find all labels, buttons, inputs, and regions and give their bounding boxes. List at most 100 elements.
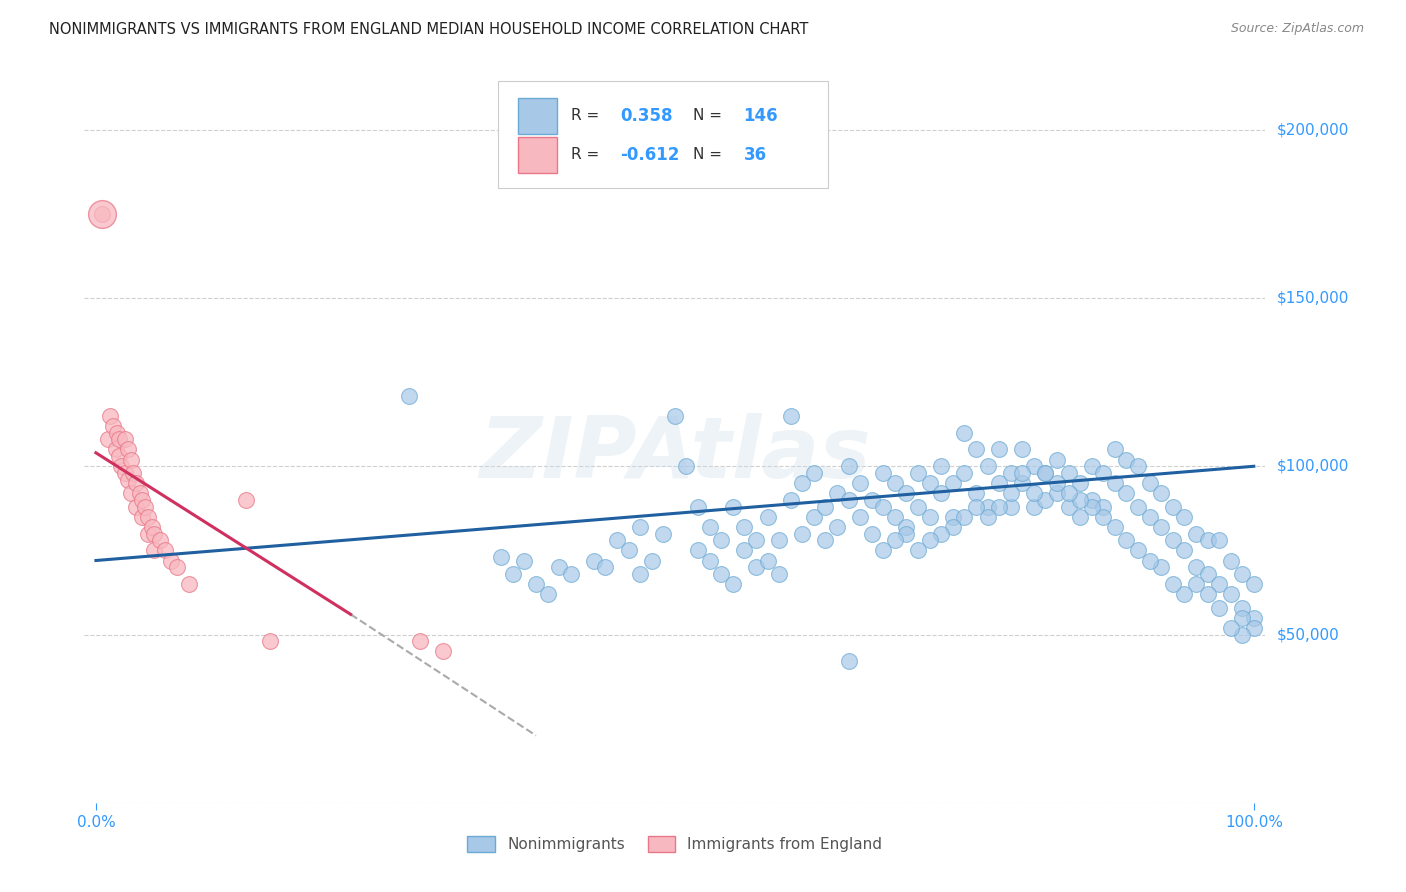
Point — [103, 418, 125, 433]
Point — [686, 543, 709, 558]
Point — [398, 388, 420, 402]
Point — [976, 459, 998, 474]
Point — [872, 466, 894, 480]
Point — [965, 486, 987, 500]
Text: N =: N = — [693, 108, 727, 123]
Point — [942, 509, 965, 524]
Point — [942, 476, 965, 491]
Point — [120, 486, 142, 500]
Point — [699, 553, 721, 567]
Point — [105, 425, 128, 440]
Point — [131, 492, 153, 507]
Point — [686, 500, 709, 514]
Point — [942, 520, 965, 534]
Point — [90, 207, 112, 221]
Point — [953, 509, 976, 524]
Point — [721, 577, 744, 591]
Text: 36: 36 — [744, 146, 766, 164]
Point — [166, 560, 188, 574]
Point — [1208, 600, 1230, 615]
Point — [1232, 600, 1254, 615]
Point — [548, 560, 571, 574]
Point — [1022, 500, 1045, 514]
Point — [1035, 466, 1057, 480]
Point — [1185, 577, 1208, 591]
Point — [792, 526, 814, 541]
Point — [120, 452, 142, 467]
Point — [803, 509, 825, 524]
Point — [1150, 486, 1173, 500]
Point — [606, 533, 628, 548]
Legend: Nonimmigrants, Immigrants from England: Nonimmigrants, Immigrants from England — [461, 830, 889, 858]
Point — [1104, 520, 1126, 534]
Point — [1197, 566, 1219, 581]
Text: 146: 146 — [744, 107, 778, 125]
Point — [779, 409, 801, 423]
Point — [235, 492, 257, 507]
Point — [1057, 500, 1080, 514]
Text: -0.612: -0.612 — [620, 146, 681, 164]
Point — [918, 476, 941, 491]
Point — [756, 509, 779, 524]
Point — [96, 433, 118, 447]
Point — [1243, 621, 1265, 635]
Point — [536, 587, 558, 601]
Point — [838, 459, 860, 474]
Point — [929, 459, 952, 474]
Point — [1069, 492, 1091, 507]
Text: Source: ZipAtlas.com: Source: ZipAtlas.com — [1230, 22, 1364, 36]
Point — [595, 560, 617, 574]
Point — [1057, 486, 1080, 500]
Point — [675, 459, 697, 474]
Text: N =: N = — [693, 147, 727, 162]
Point — [907, 543, 929, 558]
Point — [745, 560, 768, 574]
Point — [768, 566, 790, 581]
Point — [976, 509, 998, 524]
Point — [733, 543, 755, 558]
Point — [560, 566, 582, 581]
Point — [98, 409, 121, 423]
Point — [1080, 500, 1102, 514]
Point — [896, 526, 918, 541]
Point — [918, 509, 941, 524]
Point — [1139, 476, 1161, 491]
Bar — [517, 137, 557, 173]
Point — [142, 526, 165, 541]
Point — [122, 466, 145, 480]
Point — [117, 442, 139, 457]
Point — [1161, 533, 1184, 548]
Point — [136, 509, 159, 524]
Point — [502, 566, 524, 581]
Point — [883, 533, 905, 548]
Point — [721, 500, 744, 514]
Point — [710, 533, 733, 548]
Point — [259, 634, 281, 648]
Point — [90, 207, 112, 221]
Point — [652, 526, 675, 541]
Point — [988, 442, 1011, 457]
Point — [108, 433, 131, 447]
Point — [1150, 560, 1173, 574]
Point — [849, 509, 872, 524]
Point — [1022, 459, 1045, 474]
Point — [988, 500, 1011, 514]
Point — [1126, 500, 1149, 514]
Point — [1104, 442, 1126, 457]
Point — [617, 543, 640, 558]
Point — [1104, 476, 1126, 491]
Point — [1232, 627, 1254, 641]
Point — [1208, 533, 1230, 548]
Point — [160, 553, 183, 567]
Point — [1080, 492, 1102, 507]
Point — [699, 520, 721, 534]
Point — [1000, 500, 1022, 514]
Point — [849, 476, 872, 491]
Point — [814, 500, 837, 514]
Point — [803, 466, 825, 480]
Text: $150,000: $150,000 — [1277, 291, 1348, 305]
Point — [1126, 459, 1149, 474]
Point — [1080, 459, 1102, 474]
Point — [825, 520, 848, 534]
Point — [129, 486, 152, 500]
